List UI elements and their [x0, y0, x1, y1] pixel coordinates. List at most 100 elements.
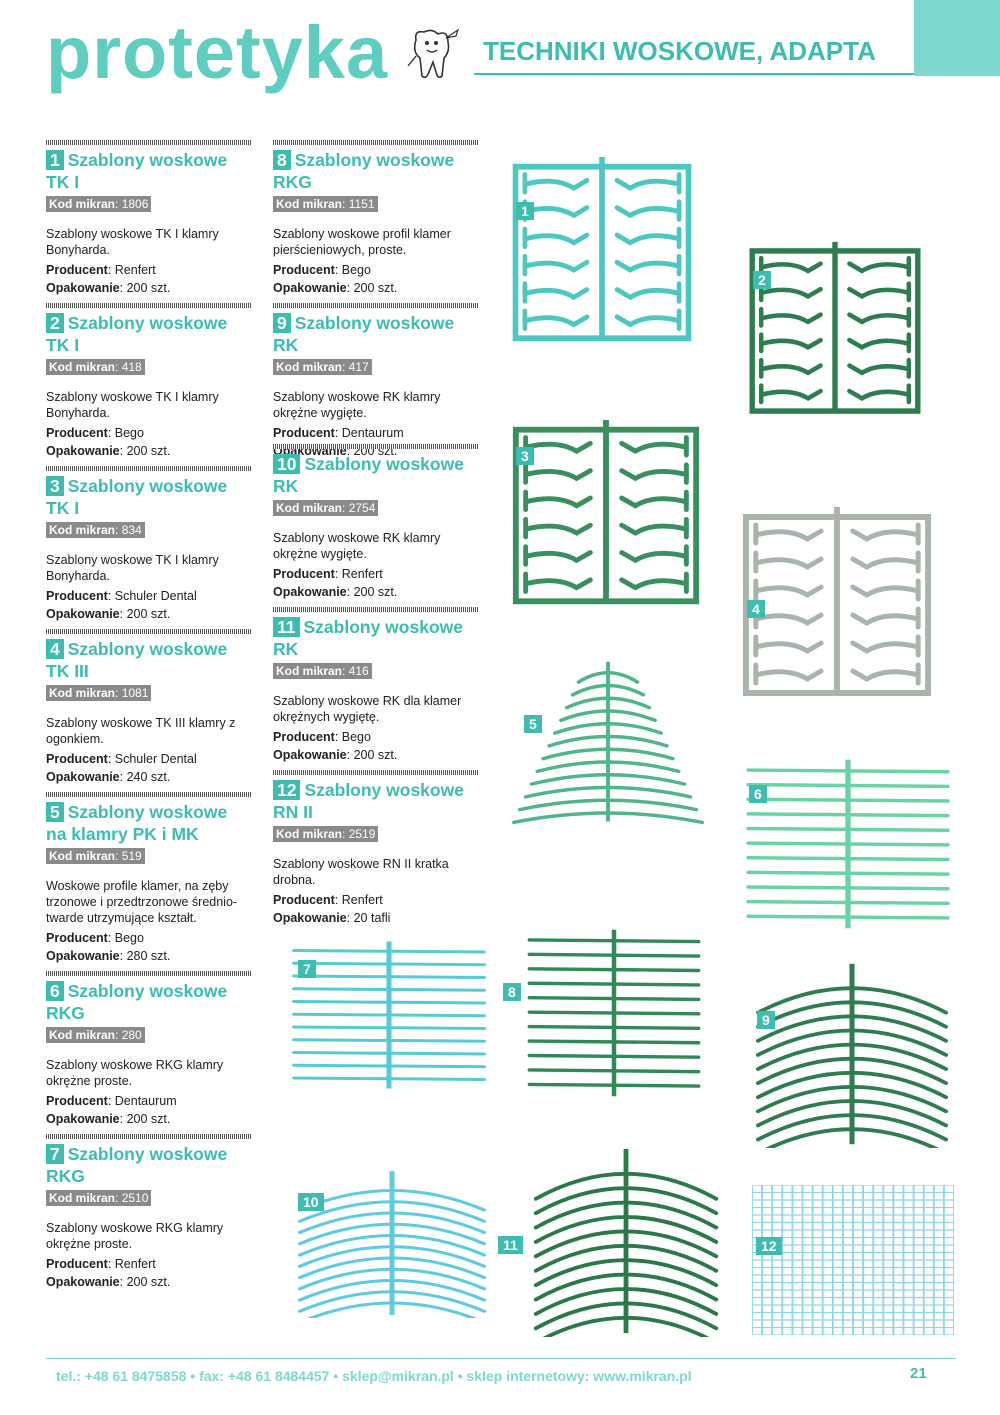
- product-number: 7: [46, 1144, 64, 1164]
- product-packaging: Opakowanie: 20 tafli: [273, 911, 391, 925]
- product-code: Kod mikran: 1806: [46, 196, 152, 212]
- product-description: Szablony woskowe profil klamer pierścien…: [273, 227, 451, 257]
- product-image-wax-template: [738, 505, 936, 705]
- product-packaging: Opakowanie: 200 szt.: [273, 585, 398, 599]
- product-producer: Producent: Renfert: [46, 1257, 156, 1271]
- product-image-wax-template: [508, 418, 704, 613]
- product-image-wax-template: [752, 960, 952, 1148]
- image-number-badge: 10: [298, 1193, 324, 1211]
- image-number-badge: 6: [749, 785, 767, 803]
- product-producer: Producent: Renfert: [46, 263, 156, 277]
- product-description: Szablony woskowe RK dla klamer okrężnych…: [273, 694, 462, 724]
- product-title: 12 Szablony woskowe RN II: [273, 780, 464, 822]
- product-title: 5 Szablony woskowe na klamry PK i MK: [46, 802, 228, 844]
- product-packaging: Opakowanie: 200 szt.: [46, 281, 171, 295]
- product-code: Kod mikran: 2510: [46, 1190, 152, 1206]
- product-producer: Producent: Dentaurum: [273, 426, 404, 440]
- product-entry: 8 Szablony woskowe RKG Kod mikran: 1151 S…: [273, 140, 479, 298]
- product-code: Kod mikran: 280: [46, 1027, 145, 1043]
- image-number-badge: 3: [516, 447, 534, 465]
- entry-divider: [273, 140, 479, 145]
- entry-divider: [46, 971, 252, 976]
- image-number-badge: 4: [747, 600, 765, 618]
- product-title: 7 Szablony woskowe RKG: [46, 1144, 228, 1186]
- product-number: 8: [273, 150, 291, 170]
- product-title: 11 Szablony woskowe RK: [273, 617, 463, 659]
- product-number: 6: [46, 981, 64, 1001]
- image-number-badge: 12: [756, 1237, 782, 1255]
- product-code: Kod mikran: 417: [273, 359, 372, 375]
- section-title: TECHNIKI WOSKOWE, ADAPTA: [483, 36, 876, 66]
- image-number-badge: 2: [753, 271, 771, 289]
- product-packaging: Opakowanie: 240 szt.: [46, 770, 171, 784]
- product-code: Kod mikran: 1081: [46, 685, 152, 701]
- footer-divider: [46, 1358, 956, 1359]
- product-number: 1: [46, 150, 64, 170]
- product-packaging: Opakowanie: 200 szt.: [46, 1275, 171, 1289]
- product-image-wax-template: [745, 240, 925, 422]
- corner-tab: [914, 0, 1000, 76]
- product-number: 4: [46, 639, 64, 659]
- product-entry: 9 Szablony woskowe RK Kod mikran: 417 Sza…: [273, 303, 479, 461]
- product-title: 2 Szablony woskowe TK I: [46, 313, 228, 355]
- product-entry: 11 Szablony woskowe RK Kod mikran: 416 Sz…: [273, 607, 479, 765]
- product-description: Szablony woskowe TK III klamry z ogonkie…: [46, 716, 236, 746]
- product-packaging: Opakowanie: 200 szt.: [46, 1112, 171, 1126]
- product-title: 9 Szablony woskowe RK: [273, 313, 455, 355]
- product-code: Kod mikran: 1151: [273, 196, 378, 212]
- product-producer: Producent: Bego: [273, 730, 371, 744]
- product-packaging: Opakowanie: 200 szt.: [46, 607, 171, 621]
- footer-contact: tel.: +48 61 8475858 • fax: +48 61 84844…: [56, 1368, 692, 1384]
- product-entry: 1 Szablony woskowe TK I Kod mikran: 1806 …: [46, 140, 252, 298]
- entry-divider: [46, 140, 252, 145]
- page-number: 21: [910, 1365, 927, 1382]
- product-image-wax-template: [752, 1185, 954, 1335]
- product-producer: Producent: Dentaurum: [46, 1094, 177, 1108]
- product-code: Kod mikran: 2754: [273, 500, 379, 516]
- product-description: Szablony woskowe TK I klamry Bonyharda.: [46, 553, 219, 583]
- product-description: Szablony woskowe RK klamry okrężne wygię…: [273, 390, 441, 420]
- product-entry: 2 Szablony woskowe TK I Kod mikran: 418 S…: [46, 303, 252, 461]
- product-title: 4 Szablony woskowe TK III: [46, 639, 228, 681]
- product-number: 5: [46, 802, 64, 822]
- product-image-wax-template: [288, 940, 490, 1090]
- product-number: 10: [273, 454, 301, 474]
- product-code: Kod mikran: 834: [46, 522, 145, 538]
- image-number-badge: 11: [498, 1236, 523, 1254]
- product-image-wax-template: [508, 155, 696, 350]
- product-description: Szablony woskowe TK I klamry Bonyharda.: [46, 390, 219, 420]
- product-producer: Producent: Renfert: [273, 567, 383, 581]
- product-image-wax-template: [742, 758, 954, 930]
- product-packaging: Opakowanie: 200 szt.: [273, 281, 398, 295]
- tooth-mascot-icon: [402, 26, 462, 84]
- product-number: 2: [46, 313, 64, 333]
- image-number-badge: 8: [503, 983, 521, 1001]
- product-description: Szablony woskowe TK I klamry Bonyharda.: [46, 227, 219, 257]
- product-title: 10 Szablony woskowe RK: [273, 454, 464, 496]
- product-producer: Producent: Bego: [273, 263, 371, 277]
- product-title: 8 Szablony woskowe RKG: [273, 150, 455, 192]
- product-entry: 10 Szablony woskowe RK Kod mikran: 2754 S…: [273, 444, 479, 602]
- product-code: Kod mikran: 2519: [273, 826, 379, 842]
- product-entry: 3 Szablony woskowe TK I Kod mikran: 834 S…: [46, 466, 252, 624]
- product-description: Szablony woskowe RK klamry okrężne wygię…: [273, 531, 441, 561]
- product-code: Kod mikran: 418: [46, 359, 145, 375]
- product-image-wax-template: [524, 928, 704, 1098]
- product-producer: Producent: Renfert: [273, 893, 383, 907]
- product-description: Szablony woskowe RN II kratka drobna.: [273, 857, 449, 887]
- product-title: 3 Szablony woskowe TK I: [46, 476, 228, 518]
- entry-divider: [273, 607, 479, 612]
- product-producer: Producent: Bego: [46, 931, 144, 945]
- image-number-badge: 7: [298, 960, 316, 978]
- product-entry: 12 Szablony woskowe RN II Kod mikran: 251…: [273, 770, 479, 928]
- product-image-wax-template: [294, 1168, 490, 1318]
- product-number: 3: [46, 476, 64, 496]
- product-entry: 5 Szablony woskowe na klamry PK i MK Kod …: [46, 792, 252, 966]
- entry-divider: [46, 792, 252, 797]
- image-number-badge: 9: [757, 1011, 775, 1029]
- entry-divider: [46, 1134, 252, 1139]
- product-title: 6 Szablony woskowe RKG: [46, 981, 228, 1023]
- product-description: Szablony woskowe RKG klamry okrężne pros…: [46, 1221, 224, 1251]
- entry-divider: [46, 466, 252, 471]
- product-packaging: Opakowanie: 280 szt.: [46, 949, 171, 963]
